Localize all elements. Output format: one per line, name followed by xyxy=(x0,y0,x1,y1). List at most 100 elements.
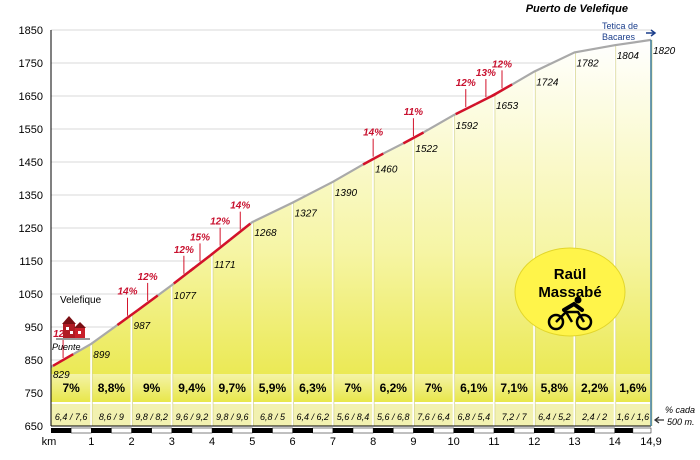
altitude-label: 899 xyxy=(93,350,110,361)
segment-grade: 6,3% xyxy=(299,381,327,395)
segment-half-grades: 2,4 / 2 xyxy=(581,412,607,422)
km-strip-dark xyxy=(534,428,555,433)
segment-grade: 5,8% xyxy=(541,381,569,395)
x-tick-label: 2 xyxy=(128,436,134,448)
segment-half-grades: 9,6 / 9,2 xyxy=(176,412,209,422)
altitude-label: 1460 xyxy=(375,165,398,176)
altitude-label: 1077 xyxy=(174,291,197,302)
x-tick-label: 8 xyxy=(370,436,376,448)
steep-ramp-label: 14% xyxy=(230,201,250,212)
segment-half-grades: 5,6 / 8,4 xyxy=(337,412,370,422)
steep-ramp-segment xyxy=(455,102,477,116)
steep-ramp-label: 14% xyxy=(118,287,138,298)
segment-grade: 1,6% xyxy=(619,381,647,395)
km-strip-dark xyxy=(373,428,394,433)
x-tick-label: 3 xyxy=(169,436,175,448)
author-badge: Raül Massabé xyxy=(514,247,626,337)
cyclist-icon xyxy=(547,296,593,331)
steep-ramp-segment xyxy=(229,222,252,241)
town-icon xyxy=(56,316,90,340)
start-town-label: Velefique xyxy=(60,295,102,306)
start-bridge-label: Puente xyxy=(52,342,81,352)
steep-ramp-label: 12% xyxy=(210,217,230,228)
altitude-label: 1782 xyxy=(576,58,599,69)
altitude-label: 1820 xyxy=(653,46,676,57)
km-strip-dark xyxy=(91,428,112,433)
km-strip-dark xyxy=(493,428,515,433)
km-strip-dark xyxy=(453,428,474,433)
segment-half-grades: 6,4 / 7,6 xyxy=(55,412,88,422)
steep-ramp-segment xyxy=(52,353,74,367)
segment-half-grades: 7,2 / 7 xyxy=(502,412,528,422)
segment-half-grades: 8,6 / 9 xyxy=(99,412,124,422)
km-strip-dark xyxy=(332,428,354,433)
steep-ramp-label: 12% xyxy=(138,272,158,283)
arrow-left-icon xyxy=(653,416,664,424)
grade-band xyxy=(51,374,651,402)
segment-grade: 9,4% xyxy=(178,381,206,395)
km-strip-dark xyxy=(131,428,152,433)
steep-ramp-label: 12% xyxy=(456,78,476,89)
altitude-label: 987 xyxy=(134,321,151,332)
steep-ramp-segment xyxy=(189,254,211,273)
km-strip-light xyxy=(393,427,414,434)
km-strip-light xyxy=(554,427,575,434)
altitude-label: 1653 xyxy=(496,101,519,112)
chart-title: Puerto de Velefique xyxy=(526,3,628,15)
km-strip-light xyxy=(632,427,652,434)
y-tick-label: 1050 xyxy=(19,289,43,301)
km-strip-light xyxy=(312,427,334,434)
segment-grade: 8,8% xyxy=(98,381,126,395)
segment-half-grades: 6,8 / 5,4 xyxy=(458,412,491,422)
segment-half-grades: 9,8 / 8,2 xyxy=(135,412,168,422)
steep-ramp-segment xyxy=(209,238,231,257)
km-strip-dark xyxy=(171,428,192,433)
y-tick-label: 1350 xyxy=(19,190,43,202)
segment-half-grades: 7,6 / 6,4 xyxy=(417,412,450,422)
y-tick-label: 1450 xyxy=(19,157,43,169)
km-strip-light xyxy=(352,427,374,434)
x-tick-label: 4 xyxy=(209,436,215,448)
segment-half-grades: 9,8 / 9,6 xyxy=(216,412,249,422)
x-tick-label: 1 xyxy=(88,436,94,448)
steep-ramp-label: 13% xyxy=(476,68,496,79)
destination-label-line2: Bacares xyxy=(602,32,636,42)
altitude-label: 1724 xyxy=(536,78,559,89)
x-tick-label: 10 xyxy=(448,436,460,448)
km-strip-light xyxy=(191,427,213,434)
y-tick-label: 750 xyxy=(25,388,43,400)
km-strip-light xyxy=(473,427,495,434)
y-tick-label: 850 xyxy=(25,355,43,367)
km-strip-light xyxy=(70,427,92,434)
km-strip-light xyxy=(594,427,616,434)
altitude-label: 829 xyxy=(53,370,70,381)
altitude-label: 1327 xyxy=(295,209,318,220)
steep-ramp-label: 11% xyxy=(404,107,423,118)
km-strip-light xyxy=(151,427,173,434)
x-tick-label: 12 xyxy=(528,436,540,448)
y-tick-label: 1150 xyxy=(19,256,43,268)
y-tick-label: 1650 xyxy=(19,91,43,103)
km-strip-dark xyxy=(574,428,595,433)
x-tick-label: 14,9 xyxy=(640,436,661,448)
segment-half-grades: 6,4 / 5,2 xyxy=(538,412,571,422)
y-tick-label: 950 xyxy=(25,322,43,334)
km-strip-dark xyxy=(614,428,633,433)
unit-note-line2: 500 m. xyxy=(667,417,695,427)
km-strip-dark xyxy=(51,428,72,433)
segment-grade: 7% xyxy=(344,381,362,395)
x-tick-label: km xyxy=(42,436,57,448)
altitude-label: 1268 xyxy=(254,228,277,239)
segment-grade: 7% xyxy=(62,381,80,395)
segment-half-grades: 6,4 / 6,2 xyxy=(296,412,329,422)
segment-grade: 9,7% xyxy=(219,381,247,395)
km-strip-dark xyxy=(252,428,273,433)
segment-half-grades: 6,8 / 5 xyxy=(260,412,286,422)
destination-label-line1: Tetica de xyxy=(602,21,638,31)
steep-ramp-segment xyxy=(402,131,425,145)
y-tick-label: 1850 xyxy=(19,25,43,37)
segment-grade: 7% xyxy=(425,381,443,395)
x-tick-label: 14 xyxy=(609,436,621,448)
steep-ramp-label: 15% xyxy=(190,232,210,243)
